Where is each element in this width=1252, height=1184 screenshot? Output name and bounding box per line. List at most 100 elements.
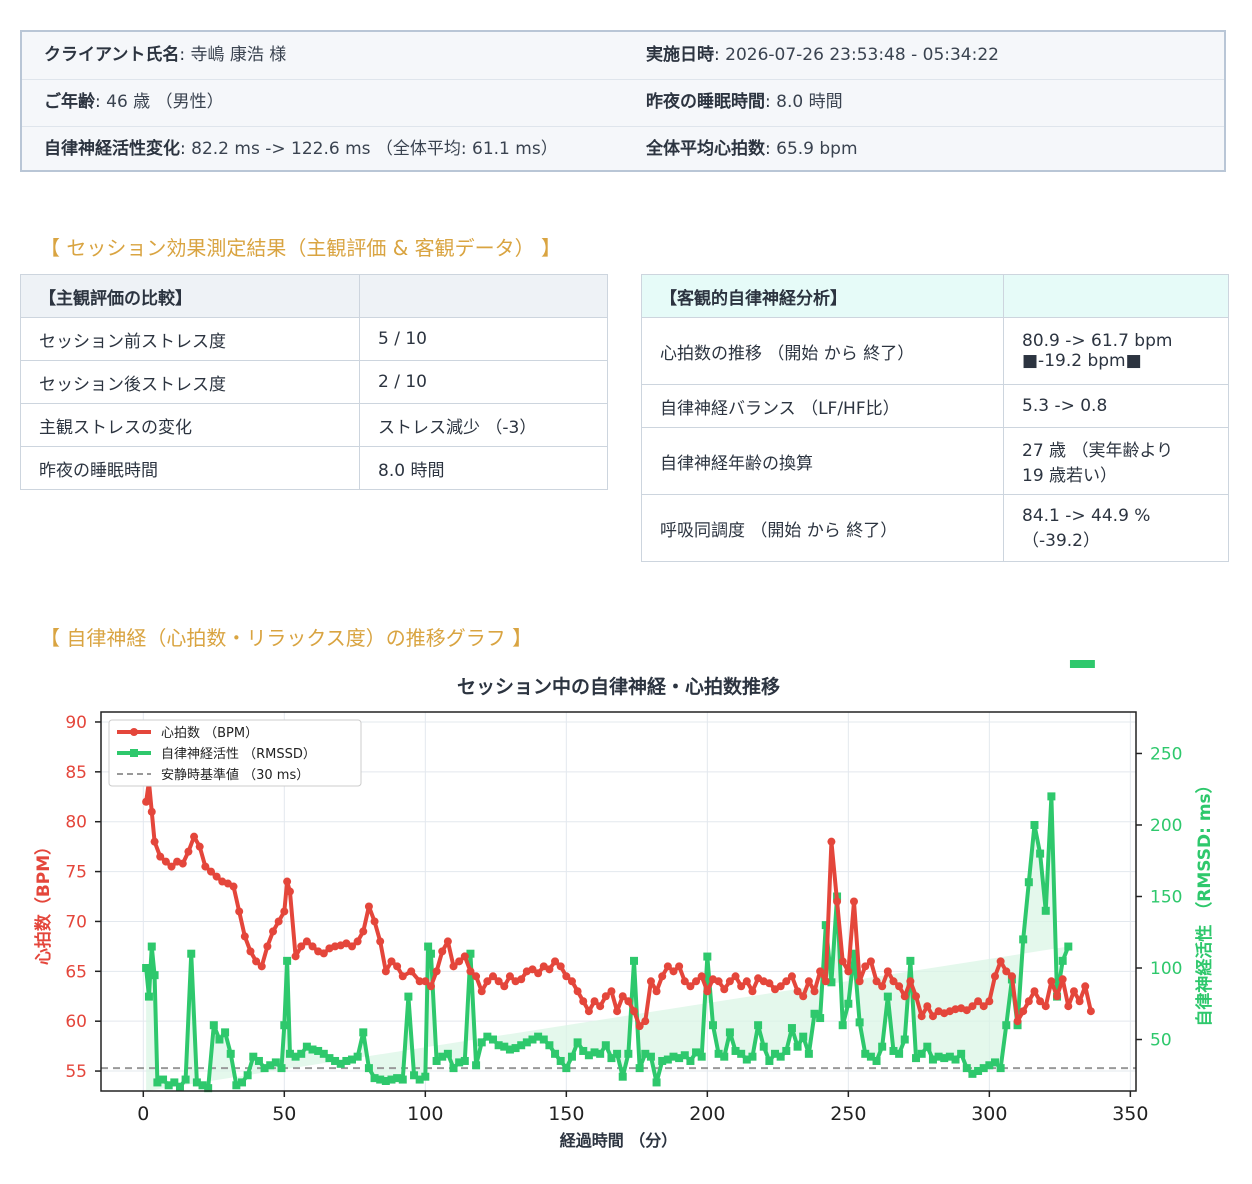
hr-point: [646, 977, 655, 986]
rmssd-point: [703, 952, 712, 961]
hr-point: [308, 942, 317, 951]
table-row: 昨夜の睡眠時間 8.0 時間: [20, 446, 608, 490]
x-tick-label: 300: [971, 1103, 1007, 1125]
subjective-header: 【主観評価の比較】: [20, 274, 360, 318]
sleep-label: 昨夜の睡眠時間: [646, 92, 765, 112]
rmssd-point: [996, 1064, 1005, 1073]
rmssd-point: [787, 1024, 796, 1033]
rmssd-point: [528, 1035, 537, 1044]
rmssd-point: [720, 1052, 729, 1061]
hr-point: [641, 1017, 650, 1026]
hr-point: [624, 997, 633, 1006]
avg-hr-label: 全体平均心拍数: [646, 139, 765, 159]
table-row: 心拍数の推移 （開始 から 終了） 80.9 -> 61.7 bpm ■-19.2…: [641, 317, 1229, 385]
rmssd-point: [209, 1021, 218, 1030]
rmssd-point: [376, 1075, 385, 1084]
hr-point: [782, 977, 791, 986]
hr-point: [443, 937, 452, 946]
objective-header: 【客観的自律神経分析】: [641, 274, 1004, 318]
rmssd-point: [449, 1064, 458, 1073]
hr-point: [1024, 997, 1033, 1006]
hr-point: [996, 957, 1005, 966]
rmssd-point: [238, 1078, 247, 1087]
rmssd-point: [280, 1021, 289, 1030]
hr-point: [319, 949, 328, 958]
y-right-tick-label: 150: [1150, 887, 1182, 907]
hr-point: [974, 997, 983, 1006]
rmssd-point: [472, 1061, 481, 1070]
table-row: セッション前ストレス度 5 / 10: [20, 317, 608, 361]
rmssd-point: [725, 1028, 734, 1037]
rmssd-point: [895, 1049, 904, 1058]
rmssd-point: [539, 1035, 548, 1044]
y-left-tick-label: 70: [65, 912, 87, 932]
rmssd-point: [776, 1052, 785, 1061]
hr-point: [1058, 975, 1067, 984]
sleep-value: 8.0 時間: [776, 92, 843, 112]
hr-point: [500, 982, 509, 991]
client-info-box: クライアント氏名: 寺嶋 康浩 様 実施日時: 2026-07-26 23:53…: [20, 30, 1226, 172]
hr-point: [1030, 987, 1039, 996]
rmssd-point: [849, 949, 858, 958]
rmssd-point: [551, 1049, 560, 1058]
rmssd-point: [844, 999, 853, 1008]
rmssd-point: [455, 1058, 464, 1067]
hr-point: [147, 807, 156, 816]
rmssd-point: [187, 949, 196, 958]
rmssd-point: [658, 1056, 667, 1065]
hr-point: [347, 942, 356, 951]
rmssd-point: [1058, 956, 1067, 965]
hr-point: [985, 997, 994, 1006]
row-value: 2 / 10: [359, 360, 608, 404]
legend-marker: [130, 749, 138, 757]
hr-point: [551, 957, 560, 966]
hr-point: [505, 972, 514, 981]
hr-point: [297, 942, 306, 951]
rmssd-point: [511, 1044, 520, 1053]
hr-point: [489, 972, 498, 981]
hr-point: [821, 977, 830, 986]
legend-label: 安静時基準値 （30 ms）: [161, 767, 309, 783]
rmssd-point: [1019, 935, 1028, 944]
rmssd-point: [1069, 660, 1078, 668]
ans-hr-chart: セッション中の自律神経・心拍数推移 0 50 100 150 200 250 300 350 55…: [33, 660, 1215, 1150]
rmssd-point: [838, 1021, 847, 1030]
section-effect-title: 【 セッション効果測定結果（主観評価 & 客観データ） 】: [40, 236, 562, 260]
objective-header-empty: [1003, 274, 1229, 318]
rmssd-point: [940, 1054, 949, 1063]
info-row-ans: 自律神経活性変化: 82.2 ms -> 122.6 ms （全体平均: 61.…: [44, 139, 858, 159]
table-row: 自律神経年齢の換算 27 歳 （実年齢より 19 歳若い）: [641, 427, 1229, 495]
rmssd-point: [192, 1078, 201, 1087]
hr-point: [849, 897, 858, 906]
hr-point: [142, 797, 151, 806]
hr-point: [906, 977, 915, 986]
rmssd-point: [347, 1055, 356, 1064]
y-left-tick-label: 90: [65, 713, 87, 733]
rmssd-point: [686, 1056, 695, 1065]
rmssd-point: [1047, 792, 1056, 801]
hr-point: [990, 972, 999, 981]
row-label: セッション前ストレス度: [20, 317, 360, 361]
rmssd-point: [159, 1075, 168, 1084]
age-value: 46 歳 （男性）: [106, 92, 224, 112]
rmssd-point: [283, 956, 292, 965]
rmssd-point: [624, 1049, 633, 1058]
rmssd-point: [906, 956, 915, 965]
hr-point: [895, 982, 904, 991]
rmssd-point: [505, 1045, 514, 1054]
rmssd-point: [737, 1049, 746, 1058]
rmssd-point: [635, 1064, 644, 1073]
hr-point: [1002, 967, 1011, 976]
date-label: 実施日時: [646, 45, 714, 65]
hr-point: [285, 887, 294, 896]
hr-point: [1047, 977, 1056, 986]
rmssd-point: [232, 1081, 241, 1090]
rmssd-point: [731, 1046, 740, 1055]
hr-point: [573, 987, 582, 996]
row-label: 主観ストレスの変化: [20, 403, 360, 447]
hr-point: [257, 962, 266, 971]
hr-point: [274, 917, 283, 926]
rmssd-point: [923, 1042, 932, 1051]
rmssd-point: [754, 1021, 763, 1030]
rmssd-point: [562, 1064, 571, 1073]
